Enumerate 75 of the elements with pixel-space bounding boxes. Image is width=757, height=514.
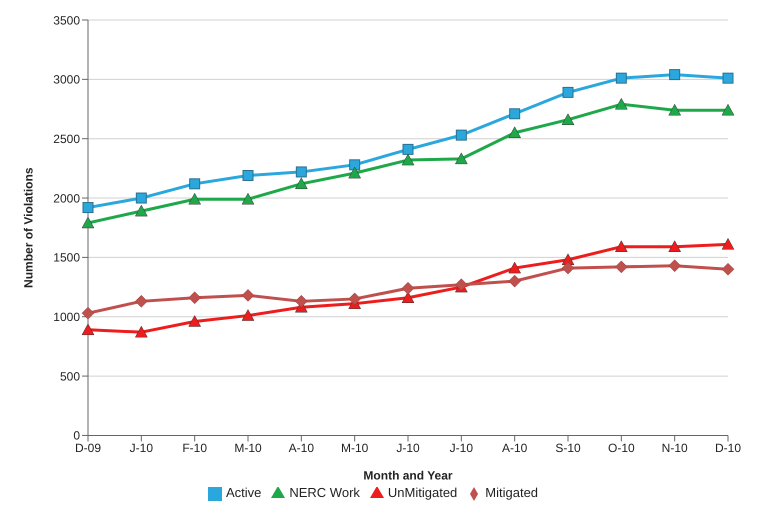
x-tick-label: J-10 <box>450 440 474 455</box>
x-tick-label: J-10 <box>396 440 420 455</box>
point <box>615 260 628 274</box>
point <box>455 278 468 291</box>
point <box>188 192 201 204</box>
point <box>189 178 200 190</box>
point <box>402 144 414 155</box>
point <box>722 263 734 276</box>
y-tick-label: 1500 <box>53 250 80 265</box>
point <box>456 130 467 141</box>
point <box>669 69 680 80</box>
y-tick-label: 0 <box>73 428 80 443</box>
point <box>615 98 628 110</box>
legend-label: Active <box>226 485 262 500</box>
point <box>722 104 734 116</box>
point <box>188 315 201 327</box>
x-axis-title: Month and Year <box>363 468 453 482</box>
point <box>82 306 94 320</box>
point <box>242 170 254 181</box>
point <box>616 72 627 84</box>
legend-label: NERC Work <box>289 485 360 500</box>
point <box>402 154 414 166</box>
point <box>508 126 521 138</box>
x-tick-label: M-10 <box>340 440 369 455</box>
x-tick-label: A-10 <box>288 440 314 455</box>
point <box>348 292 361 306</box>
y-tick-label: 3000 <box>53 72 80 87</box>
y-tick-label: 3500 <box>53 13 80 28</box>
x-tick-label: D-10 <box>714 440 742 455</box>
point <box>722 238 734 250</box>
point <box>188 292 201 304</box>
point <box>82 202 94 214</box>
point <box>668 104 681 116</box>
point <box>135 326 148 338</box>
x-tick-label: N-10 <box>662 440 688 455</box>
legend-label: Mitigated <box>485 485 538 500</box>
point <box>136 192 147 204</box>
point <box>722 72 734 84</box>
point <box>508 262 521 274</box>
x-tick-label: D-09 <box>74 440 102 455</box>
x-tick-label: O-10 <box>608 440 635 455</box>
point <box>402 292 414 303</box>
point <box>296 166 307 178</box>
point <box>562 113 574 125</box>
y-axis-title: Number of Violations <box>21 167 36 288</box>
point <box>668 259 681 272</box>
y-tick-label: 2500 <box>53 132 80 146</box>
point <box>668 240 681 252</box>
y-tick-label: 2000 <box>53 191 80 206</box>
x-tick-label: J-10 <box>130 440 154 455</box>
point <box>615 240 628 252</box>
point <box>508 274 521 288</box>
point <box>402 282 414 295</box>
point <box>349 159 360 170</box>
y-tick-label: 1000 <box>53 310 80 324</box>
legend-label: UnMitigated <box>388 485 458 500</box>
x-tick-label: M-10 <box>234 440 262 455</box>
point <box>348 166 361 178</box>
point <box>242 309 254 321</box>
point <box>135 295 148 308</box>
point <box>242 192 254 204</box>
point <box>455 152 468 164</box>
point <box>82 324 94 336</box>
point <box>295 295 308 308</box>
point <box>82 216 94 228</box>
point <box>562 86 574 98</box>
point <box>295 178 308 190</box>
x-tick-label: F-10 <box>182 440 208 455</box>
point <box>562 262 574 274</box>
point <box>509 108 520 120</box>
point <box>135 204 148 216</box>
x-tick-label: A-10 <box>502 440 528 455</box>
x-tick-label: S-10 <box>555 440 581 455</box>
y-tick-label: 500 <box>60 369 80 384</box>
point <box>242 289 254 302</box>
